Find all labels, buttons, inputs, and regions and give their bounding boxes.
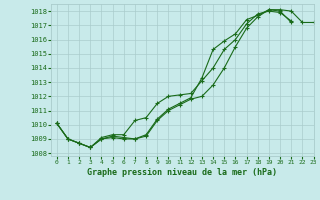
X-axis label: Graphe pression niveau de la mer (hPa): Graphe pression niveau de la mer (hPa): [87, 168, 277, 177]
